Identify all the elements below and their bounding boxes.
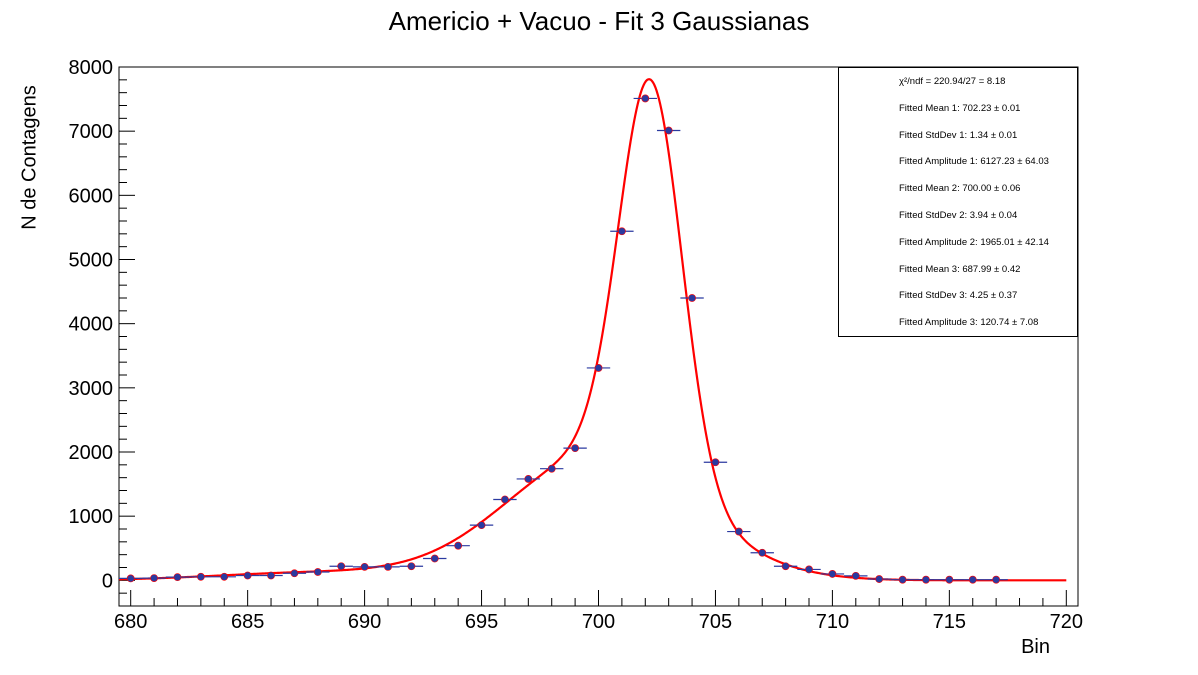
stats-line: Fitted StdDev 2: 3.94 ± 0.04 [899, 210, 1018, 221]
data-point [477, 521, 486, 530]
y-tick-label: 1000 [69, 506, 114, 528]
x-tick-label: 690 [348, 611, 381, 633]
data-point [220, 572, 229, 581]
stats-line: Fitted Mean 3: 687.99 ± 0.42 [899, 263, 1021, 275]
data-point [524, 475, 533, 483]
axes-layer: 680 685 690 695 700 705 710 715 720 0 1000 2000 3000… [69, 57, 1083, 633]
data-point [617, 227, 626, 236]
data-point [641, 94, 650, 103]
data-point [126, 574, 135, 583]
data-point [267, 571, 275, 580]
data-point [781, 562, 790, 571]
data-point [875, 575, 884, 583]
y-tick-label: 7000 [69, 121, 114, 143]
x-tick-label: 695 [465, 611, 498, 633]
data-point [758, 548, 767, 557]
y-axis-label: N de Contagens [18, 85, 41, 230]
stats-line: Fitted Mean 1: 702.23 ± 0.01 [899, 102, 1021, 114]
data-point [196, 572, 205, 581]
data-point [501, 495, 509, 504]
points-layer [119, 94, 1008, 584]
data-point [547, 464, 556, 473]
data-point [688, 294, 696, 302]
data-point [734, 527, 743, 536]
data-point [360, 562, 369, 571]
data-point [454, 541, 463, 550]
data-point [594, 364, 603, 372]
x-tick-label: 685 [231, 611, 264, 633]
stats-line: Fitted StdDev 1: 1.34 ± 0.01 [899, 129, 1018, 141]
data-point [337, 562, 346, 571]
data-point [407, 562, 416, 571]
x-tick-label: 715 [933, 611, 966, 633]
data-point [945, 575, 954, 584]
y-tick-label: 3000 [69, 378, 114, 400]
x-tick-label: 720 [1050, 611, 1083, 633]
stats-line: Fitted Amplitude 2: 1965.01 ± 42.14 [899, 236, 1049, 248]
data-point [711, 458, 720, 467]
y-tick-label: 8000 [69, 57, 114, 79]
x-tick-label: 700 [582, 611, 615, 633]
stats-line: Fitted Mean 2: 700.00 ± 0.06 [899, 183, 1021, 195]
data-point [173, 573, 182, 582]
data-point [898, 575, 907, 584]
data-point [664, 126, 673, 135]
y-tick-label: 5000 [69, 250, 114, 272]
y-tick-label: 6000 [69, 185, 114, 207]
x-tick-label: 680 [114, 611, 147, 633]
x-tick-label: 710 [816, 611, 849, 633]
data-point [851, 571, 860, 580]
data-point [828, 570, 837, 578]
data-point [384, 562, 392, 571]
chart-title: Americio + Vacuo - Fit 3 Gaussianas [388, 6, 810, 36]
y-tick-label: 4000 [69, 314, 114, 336]
data-point [805, 565, 813, 574]
stats-line: χ²/ndf = 220.94/27 = 8.18 [899, 76, 1006, 87]
data-point [243, 571, 252, 580]
x-axis-label: Bin [1021, 636, 1050, 658]
y-tick-label: 2000 [69, 442, 114, 464]
x-tick-label: 705 [699, 611, 732, 633]
data-point [313, 568, 322, 576]
stats-line: Fitted Amplitude 1: 6127.23 ± 64.03 [899, 156, 1049, 168]
stats-line: Fitted StdDev 3: 4.25 ± 0.37 [899, 290, 1018, 302]
data-point [571, 444, 580, 453]
data-point [430, 554, 439, 563]
stats-box: χ²/ndf = 220.94/27 = 8.18 Fitted Mean 1: … [838, 67, 1078, 337]
data-point [290, 569, 299, 578]
data-point [968, 575, 977, 584]
stats-line: Fitted Amplitude 3: 120.74 ± 7.08 [899, 317, 1039, 329]
data-point [922, 575, 930, 584]
y-tick-label: 0 [102, 570, 113, 592]
data-point [150, 574, 158, 582]
data-point [992, 575, 1001, 584]
